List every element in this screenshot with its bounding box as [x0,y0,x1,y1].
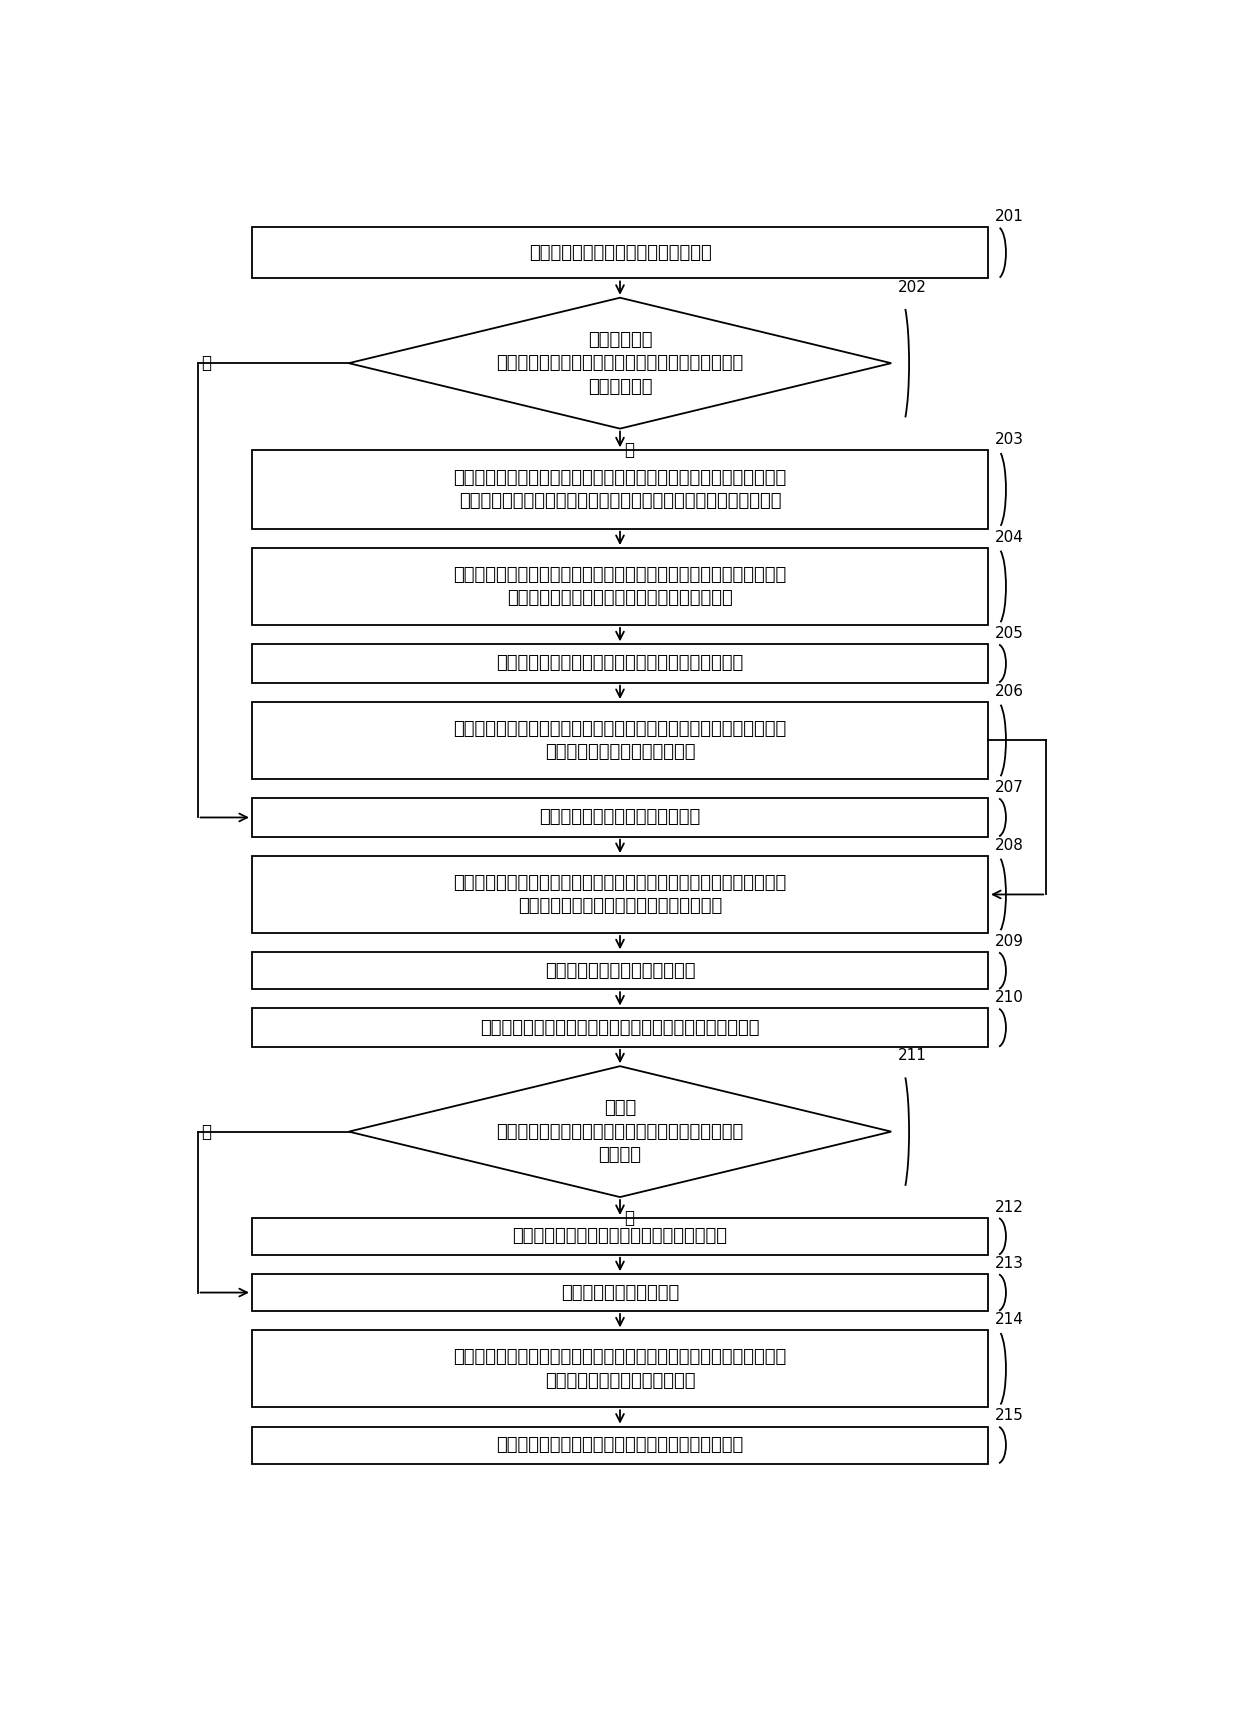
Text: 211: 211 [898,1049,928,1063]
Text: 删除最近一次存储的当前设备的设备状态信息: 删除最近一次存储的当前设备的设备状态信息 [512,1227,728,1246]
Text: 否: 否 [201,1122,212,1141]
Bar [252,799,988,837]
Text: 根据当前设备对应的设备类型，从预先存储的至少一种解析文件中确定
目标解析文件，其中，每一种解析文件与至少一种类型的设备相对应: 根据当前设备对应的设备类型，从预先存储的至少一种解析文件中确定 目标解析文件，其… [454,469,786,510]
Text: 利用目标解析文件将当前状态信息转换为预设格式的当前状态信息，并
将转换后的当前状态信息作为当前状态信息: 利用目标解析文件将当前状态信息转换为预设格式的当前状态信息，并 将转换后的当前状… [454,874,786,915]
Bar [252,450,988,529]
Text: 203: 203 [994,433,1024,447]
Text: 201: 201 [994,209,1024,224]
Text: 210: 210 [994,991,1024,1006]
Text: 是: 是 [625,1210,635,1227]
Text: 209: 209 [994,934,1024,950]
Text: 根据预先存储的至少一个客户端与至少一个设备的关联关系，确定当前
设备对应的至少一个目标客户端: 根据预先存储的至少一个客户端与至少一个设备的关联关系，确定当前 设备对应的至少一… [454,1348,786,1389]
Text: 202: 202 [898,279,928,294]
Text: 215: 215 [994,1408,1024,1424]
Text: 212: 212 [994,1199,1024,1215]
Text: 确定缓
存的数据中是否存在最近一次存储的当前设备的设备
状态信息: 确定缓 存的数据中是否存在最近一次存储的当前设备的设备 状态信息 [496,1098,744,1163]
Bar [252,548,988,625]
Polygon shape [348,298,892,429]
Text: 207: 207 [994,780,1024,796]
Text: 当接收到当前设备按照控制命令执行操作后返回的第二状态信息时，将
第二状态信息作为当前状态信息: 当接收到当前设备按照控制命令执行操作后返回的第二状态信息时，将 第二状态信息作为… [454,720,786,761]
Text: 根据当前状态信息和时间戳，生成当前设备的设备状态信息: 根据当前状态信息和时间戳，生成当前设备的设备状态信息 [480,1018,760,1037]
Text: 否: 否 [201,354,212,373]
Polygon shape [348,1066,892,1198]
Bar [252,856,988,932]
Text: 将控制命令发送给当前设备，并删除缓存的控制命令: 将控制命令发送给当前设备，并删除缓存的控制命令 [496,655,744,672]
Text: 214: 214 [994,1312,1024,1328]
Text: 对设备状态信息进行缓存: 对设备状态信息进行缓存 [560,1283,680,1302]
Bar [252,953,988,989]
Text: 利用目标解析文件将控制命令转换为与当前设备对应的数据类型相匹配
的控制命令，将转换后的控制命令作为控制命令: 利用目标解析文件将控制命令转换为与当前设备对应的数据类型相匹配 的控制命令，将转… [454,566,786,607]
Text: 213: 213 [994,1256,1024,1271]
Bar [252,702,988,779]
Bar [252,1329,988,1406]
Text: 将当前设备的设备状态信息发送给每一个目标客户端: 将当前设备的设备状态信息发送给每一个目标客户端 [496,1436,744,1454]
Text: 208: 208 [994,838,1024,852]
Bar [252,645,988,683]
Text: 是: 是 [625,441,635,459]
Bar [252,228,988,279]
Bar [252,1427,988,1463]
Text: 针对每一个当
前设备，确定缓存的数据中是否存在与当前设备相关
联的控制命令: 针对每一个当 前设备，确定缓存的数据中是否存在与当前设备相关 联的控制命令 [496,330,744,395]
Text: 接收至少一个设备发来的第一状态信息: 接收至少一个设备发来的第一状态信息 [528,243,712,262]
Bar [252,1008,988,1047]
Bar [252,1218,988,1254]
Bar [252,1275,988,1311]
Text: 确定当前状态信息对应的时间戳: 确定当前状态信息对应的时间戳 [544,962,696,980]
Text: 206: 206 [994,684,1024,698]
Text: 204: 204 [994,530,1024,544]
Text: 将第一状态信息作为当前状态信息: 将第一状态信息作为当前状态信息 [539,809,701,826]
Text: 205: 205 [994,626,1024,642]
